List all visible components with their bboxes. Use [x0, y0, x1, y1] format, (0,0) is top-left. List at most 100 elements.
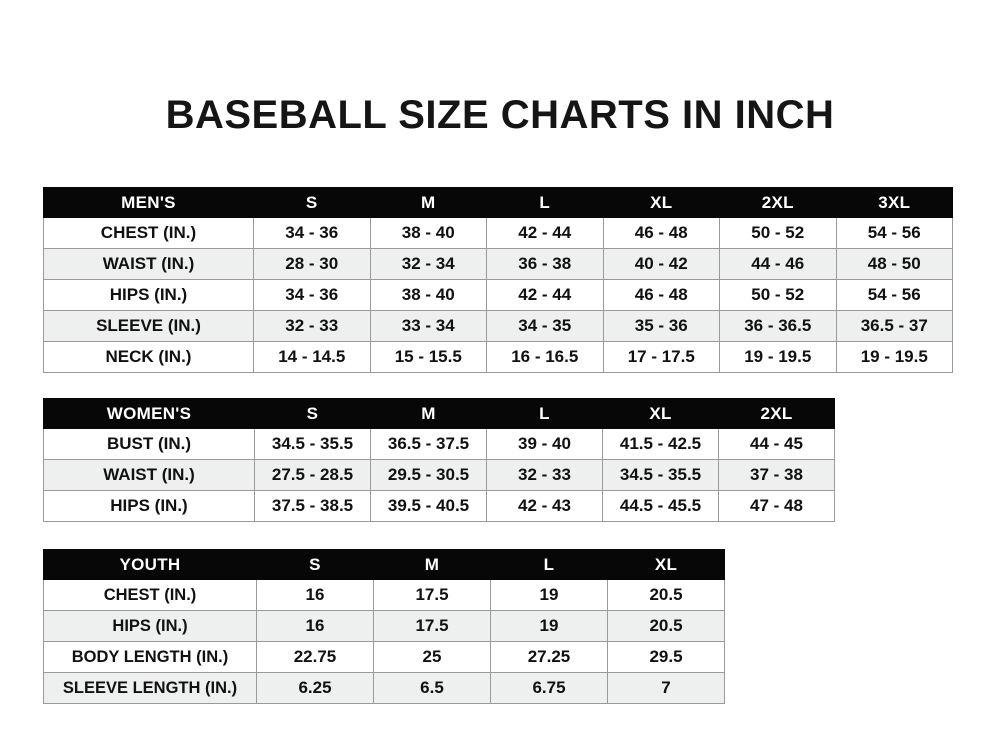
table-row: NECK (IN.) 14 - 14.5 15 - 15.5 16 - 16.5…	[43, 341, 953, 373]
womens-header-2xl: 2XL	[718, 398, 835, 429]
mens-header-xl: XL	[602, 187, 720, 218]
cell-bust-xl: 41.5 - 42.5	[602, 428, 719, 460]
cell-chest-s: 34 - 36	[253, 217, 371, 249]
row-label-neck: NECK (IN.)	[43, 341, 254, 373]
youth-size-table: YOUTH S M L XL CHEST (IN.) 16 17.5 19 20…	[43, 549, 725, 704]
cell-sleeve-s: 32 - 33	[253, 310, 371, 342]
cell-waist-m: 32 - 34	[369, 248, 487, 280]
womens-size-table: WOMEN'S S M L XL 2XL BUST (IN.) 34.5 - 3…	[43, 398, 835, 522]
cell-chest-3xl: 54 - 56	[835, 217, 953, 249]
table-row: SLEEVE (IN.) 32 - 33 33 - 34 34 - 35 35 …	[43, 310, 953, 342]
mens-header-s: S	[253, 187, 371, 218]
womens-header-category: WOMEN'S	[43, 398, 255, 429]
mens-header-m: M	[369, 187, 487, 218]
cell-waist-s: 27.5 - 28.5	[254, 459, 371, 491]
cell-neck-l: 16 - 16.5	[486, 341, 604, 373]
womens-header-xl: XL	[602, 398, 719, 429]
cell-sleeve-3xl: 36.5 - 37	[835, 310, 953, 342]
row-label-chest: CHEST (IN.)	[43, 217, 254, 249]
mens-header-2xl: 2XL	[719, 187, 837, 218]
cell-hips-2xl: 47 - 48	[718, 490, 835, 522]
row-label-chest: CHEST (IN.)	[43, 579, 257, 611]
mens-header-3xl: 3XL	[835, 187, 953, 218]
table-row: CHEST (IN.) 34 - 36 38 - 40 42 - 44 46 -…	[43, 217, 953, 249]
mens-header-category: MEN'S	[43, 187, 254, 218]
table-row: WAIST (IN.) 28 - 30 32 - 34 36 - 38 40 -…	[43, 248, 953, 280]
cell-chest-m: 38 - 40	[369, 217, 487, 249]
cell-bust-l: 39 - 40	[486, 428, 603, 460]
womens-header-l: L	[486, 398, 603, 429]
cell-chest-l: 19	[490, 579, 608, 611]
cell-bust-m: 36.5 - 37.5	[370, 428, 487, 460]
youth-header-l: L	[490, 549, 608, 580]
mens-table-body: CHEST (IN.) 34 - 36 38 - 40 42 - 44 46 -…	[43, 217, 953, 373]
mens-size-table: MEN'S S M L XL 2XL 3XL CHEST (IN.) 34 - …	[43, 187, 953, 373]
table-row: WAIST (IN.) 27.5 - 28.5 29.5 - 30.5 32 -…	[43, 459, 835, 491]
row-label-body-length: BODY LENGTH (IN.)	[43, 641, 257, 673]
cell-sleeve-length-l: 6.75	[490, 672, 608, 704]
table-row: HIPS (IN.) 34 - 36 38 - 40 42 - 44 46 - …	[43, 279, 953, 311]
cell-hips-m: 39.5 - 40.5	[370, 490, 487, 522]
cell-hips-3xl: 54 - 56	[835, 279, 953, 311]
cell-hips-xl: 44.5 - 45.5	[602, 490, 719, 522]
cell-hips-s: 16	[256, 610, 374, 642]
cell-waist-l: 36 - 38	[486, 248, 604, 280]
cell-chest-s: 16	[256, 579, 374, 611]
row-label-sleeve: SLEEVE (IN.)	[43, 310, 254, 342]
cell-chest-2xl: 50 - 52	[719, 217, 837, 249]
cell-chest-m: 17.5	[373, 579, 491, 611]
cell-body-length-s: 22.75	[256, 641, 374, 673]
youth-header-row: YOUTH S M L XL	[43, 549, 725, 580]
youth-table-body: CHEST (IN.) 16 17.5 19 20.5 HIPS (IN.) 1…	[43, 579, 725, 704]
cell-hips-l: 42 - 43	[486, 490, 603, 522]
youth-header-m: M	[373, 549, 491, 580]
row-label-hips: HIPS (IN.)	[43, 490, 255, 522]
cell-sleeve-length-s: 6.25	[256, 672, 374, 704]
womens-header-m: M	[370, 398, 487, 429]
cell-hips-s: 37.5 - 38.5	[254, 490, 371, 522]
cell-sleeve-2xl: 36 - 36.5	[719, 310, 837, 342]
cell-bust-s: 34.5 - 35.5	[254, 428, 371, 460]
cell-sleeve-xl: 35 - 36	[602, 310, 720, 342]
cell-sleeve-length-xl: 7	[607, 672, 725, 704]
youth-header-category: YOUTH	[43, 549, 257, 580]
row-label-hips: HIPS (IN.)	[43, 610, 257, 642]
youth-header-xl: XL	[607, 549, 725, 580]
mens-header-row: MEN'S S M L XL 2XL 3XL	[43, 187, 953, 218]
mens-table-head: MEN'S S M L XL 2XL 3XL	[43, 187, 953, 218]
cell-neck-s: 14 - 14.5	[253, 341, 371, 373]
cell-waist-xl: 34.5 - 35.5	[602, 459, 719, 491]
cell-sleeve-m: 33 - 34	[369, 310, 487, 342]
youth-table-head: YOUTH S M L XL	[43, 549, 725, 580]
cell-hips-xl: 20.5	[607, 610, 725, 642]
table-row: BODY LENGTH (IN.) 22.75 25 27.25 29.5	[43, 641, 725, 673]
cell-waist-2xl: 44 - 46	[719, 248, 837, 280]
page-title: BASEBALL SIZE CHARTS IN INCH	[165, 92, 835, 137]
cell-hips-m: 38 - 40	[369, 279, 487, 311]
table-row: HIPS (IN.) 37.5 - 38.5 39.5 - 40.5 42 - …	[43, 490, 835, 522]
table-row: CHEST (IN.) 16 17.5 19 20.5	[43, 579, 725, 611]
cell-waist-xl: 40 - 42	[602, 248, 720, 280]
cell-body-length-l: 27.25	[490, 641, 608, 673]
cell-hips-2xl: 50 - 52	[719, 279, 837, 311]
cell-hips-xl: 46 - 48	[602, 279, 720, 311]
cell-hips-l: 19	[490, 610, 608, 642]
cell-sleeve-l: 34 - 35	[486, 310, 604, 342]
cell-body-length-xl: 29.5	[607, 641, 725, 673]
row-label-sleeve-length: SLEEVE LENGTH (IN.)	[43, 672, 257, 704]
cell-chest-xl: 46 - 48	[602, 217, 720, 249]
cell-neck-xl: 17 - 17.5	[602, 341, 720, 373]
cell-hips-s: 34 - 36	[253, 279, 371, 311]
cell-waist-l: 32 - 33	[486, 459, 603, 491]
cell-waist-2xl: 37 - 38	[718, 459, 835, 491]
womens-header-row: WOMEN'S S M L XL 2XL	[43, 398, 835, 429]
table-row: SLEEVE LENGTH (IN.) 6.25 6.5 6.75 7	[43, 672, 725, 704]
womens-header-s: S	[254, 398, 371, 429]
womens-table-body: BUST (IN.) 34.5 - 35.5 36.5 - 37.5 39 - …	[43, 428, 835, 522]
cell-neck-2xl: 19 - 19.5	[719, 341, 837, 373]
table-row: HIPS (IN.) 16 17.5 19 20.5	[43, 610, 725, 642]
row-label-waist: WAIST (IN.)	[43, 459, 255, 491]
cell-hips-m: 17.5	[373, 610, 491, 642]
cell-waist-m: 29.5 - 30.5	[370, 459, 487, 491]
cell-bust-2xl: 44 - 45	[718, 428, 835, 460]
